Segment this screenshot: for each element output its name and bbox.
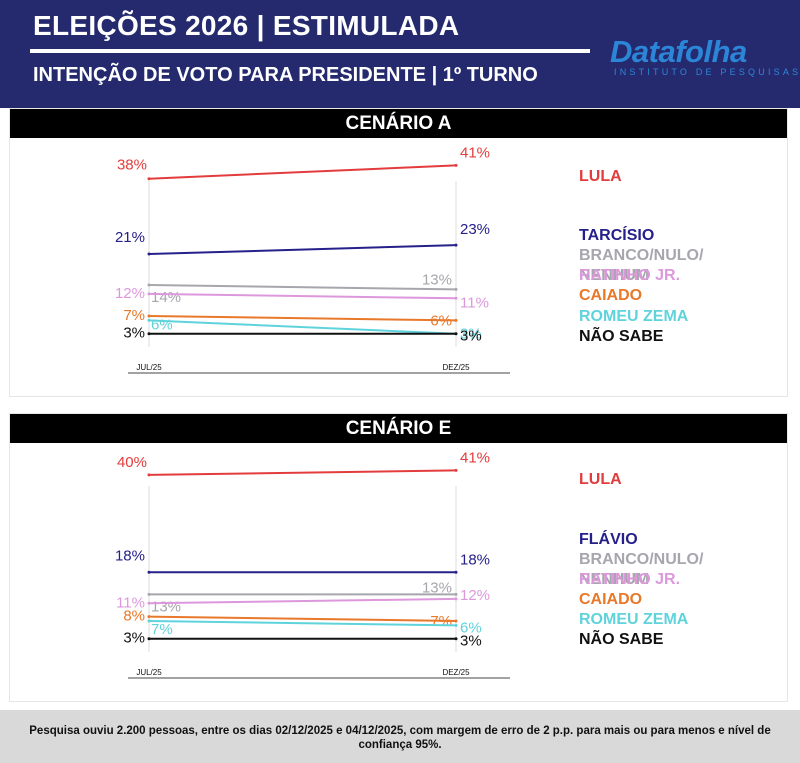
series-line-caiado [148,615,457,622]
data-point-nao-sabe-dez [454,637,458,641]
data-point-branco-nulo-nenhum-jul [147,283,151,287]
data-point-caiado-dez [454,318,458,322]
header-banner: ELEIÇÕES 2026 | ESTIMULADA INTENÇÃO DE V… [0,0,800,108]
data-label-nao-sabe-dez: 3% [460,633,482,650]
data-label-ratinho-jr-jul: 11% [116,594,145,611]
data-point-tarcisio-jul [147,252,151,256]
legend-lula: LULA [579,471,622,488]
data-point-lula-jul [147,177,151,181]
data-label-branco-nulo-nenhum-jul: 14% [151,289,181,306]
legend-caiado: CAIADO [579,591,642,608]
data-point-ratinho-jr-dez [454,597,458,601]
footer-note-bar: Pesquisa ouviu 2.200 pessoas, entre os d… [0,710,800,763]
data-point-branco-nulo-nenhum-jul [147,592,151,596]
legend-flavio: FLÁVIO [579,529,638,548]
data-point-romeu-zema-dez [454,623,458,627]
series-line-ratinho-jr [148,292,457,300]
data-label-romeu-zema-jul: 6% [151,316,173,333]
data-point-romeu-zema-jul [147,619,151,623]
series-line-tarcisio [148,244,457,255]
data-label-ratinho-jr-dez: 11% [460,294,489,311]
data-label-nao-sabe-jul: 3% [123,325,145,342]
series-line-lula [148,469,457,476]
scenario-e-title: CENÁRIO E [10,414,787,443]
data-label-nao-sabe-dez: 3% [460,328,482,345]
data-label-nao-sabe-jul: 3% [123,630,145,647]
legend-ratinho-jr: RATINHO JR. [579,571,680,588]
scenario-a-panel: CENÁRIO A JUL/25 DEZ/25 38% 41% LULA 21% 23% TA… [9,108,788,397]
data-label-caiado-dez: 6% [430,312,452,329]
series-line-romeu-zema [148,620,457,627]
x-tick-label: DEZ/25 [442,363,470,372]
data-label-romeu-zema-dez: 3% [460,326,482,343]
series-line-lula [148,164,457,180]
x-tick-label: DEZ/25 [442,668,470,677]
data-label-caiado-jul: 7% [123,307,145,324]
scenario-e-chart: JUL/25 DEZ/25 40% 41% LULA 18% 18% FLÁVIO 13% 13%… [115,449,704,679]
data-point-tarcisio-dez [454,243,458,247]
legend-nao-sabe: NÃO SABE [579,628,664,648]
data-label-ratinho-jr-jul: 12% [115,285,145,302]
legend-branco-nulo-nenhum-line1: BRANCO/NULO/ [579,551,704,568]
data-label-lula-dez: 41% [460,144,490,161]
data-label-caiado-dez: 7% [430,613,452,630]
legend-romeu-zema: ROMEU ZEMA [579,611,689,628]
data-label-flavio-jul: 18% [115,547,145,564]
data-label-ratinho-jr-dez: 12% [460,587,490,604]
datafolha-logo-tagline: INSTITUTO DE PESQUISAS [614,67,800,77]
series-line-romeu-zema [148,319,457,335]
data-point-caiado-jul [147,615,151,619]
legend-romeu-zema: ROMEU ZEMA [579,308,689,325]
data-point-branco-nulo-nenhum-dez [454,287,458,291]
data-label-romeu-zema-jul: 7% [151,621,173,638]
data-label-lula-dez: 41% [460,449,490,466]
scenario-e-panel: CENÁRIO E JUL/25 DEZ/25 40% 41% LULA 18% 18% FL… [9,413,788,702]
data-point-ratinho-jr-jul [147,292,151,296]
data-point-nao-sabe-jul [147,332,151,336]
x-tick-label: JUL/25 [136,363,162,372]
data-point-romeu-zema-jul [147,318,151,322]
legend-branco-nulo-nenhum-line2: NENHUM [579,571,649,588]
datafolha-logo: Datafolha [610,34,747,69]
data-label-tarcisio-jul: 21% [115,229,145,246]
page-title: ELEIÇÕES 2026 | ESTIMULADA [33,10,460,41]
data-point-flavio-dez [454,570,458,574]
legend-ratinho-jr: RATINHO JR. [579,267,680,284]
methodology-note: Pesquisa ouviu 2.200 pessoas, entre os d… [29,725,771,751]
series-line-ratinho-jr [148,597,457,605]
data-label-branco-nulo-nenhum-jul: 13% [151,598,181,615]
page-subtitle: INTENÇÃO DE VOTO PARA PRESIDENTE | 1º TU… [33,64,538,86]
data-point-flavio-jul [147,570,151,574]
data-point-nao-sabe-dez [454,332,458,336]
scenario-a-chart: JUL/25 DEZ/25 38% 41% LULA 21% 23% TARCÍSIO 14% 1… [115,144,704,374]
data-label-branco-nulo-nenhum-dez: 13% [422,271,452,288]
data-label-flavio-dez: 18% [460,551,490,568]
data-point-branco-nulo-nenhum-dez [454,592,458,596]
data-point-caiado-dez [454,619,458,623]
data-label-romeu-zema-dez: 6% [460,619,482,636]
series-line-branco-nulo-nenhum [148,284,457,291]
data-point-lula-jul [147,473,151,477]
title-divider [30,49,590,53]
legend-lula: LULA [579,168,622,185]
legend-branco-nulo-nenhum-line2: NENHUM [579,267,649,284]
data-label-branco-nulo-nenhum-dez: 13% [422,579,452,596]
data-label-lula-jul: 40% [117,454,147,471]
data-point-lula-dez [454,163,458,167]
data-label-tarcisio-dez: 23% [460,221,490,238]
legend-branco-nulo-nenhum-line1: BRANCO/NULO/ [579,247,704,264]
data-point-ratinho-jr-jul [147,601,151,605]
data-label-caiado-jul: 8% [123,608,145,625]
legend-tarcisio: TARCÍSIO [579,225,654,244]
legend-nao-sabe: NÃO SABE [579,325,664,345]
data-label-lula-jul: 38% [117,157,147,174]
x-tick-label: JUL/25 [136,668,162,677]
series-line-caiado [148,315,457,322]
data-point-ratinho-jr-dez [454,296,458,300]
data-point-nao-sabe-jul [147,637,151,641]
legend-caiado: CAIADO [579,287,642,304]
scenario-a-title: CENÁRIO A [10,109,787,138]
data-point-lula-dez [454,468,458,472]
data-point-caiado-jul [147,314,151,318]
